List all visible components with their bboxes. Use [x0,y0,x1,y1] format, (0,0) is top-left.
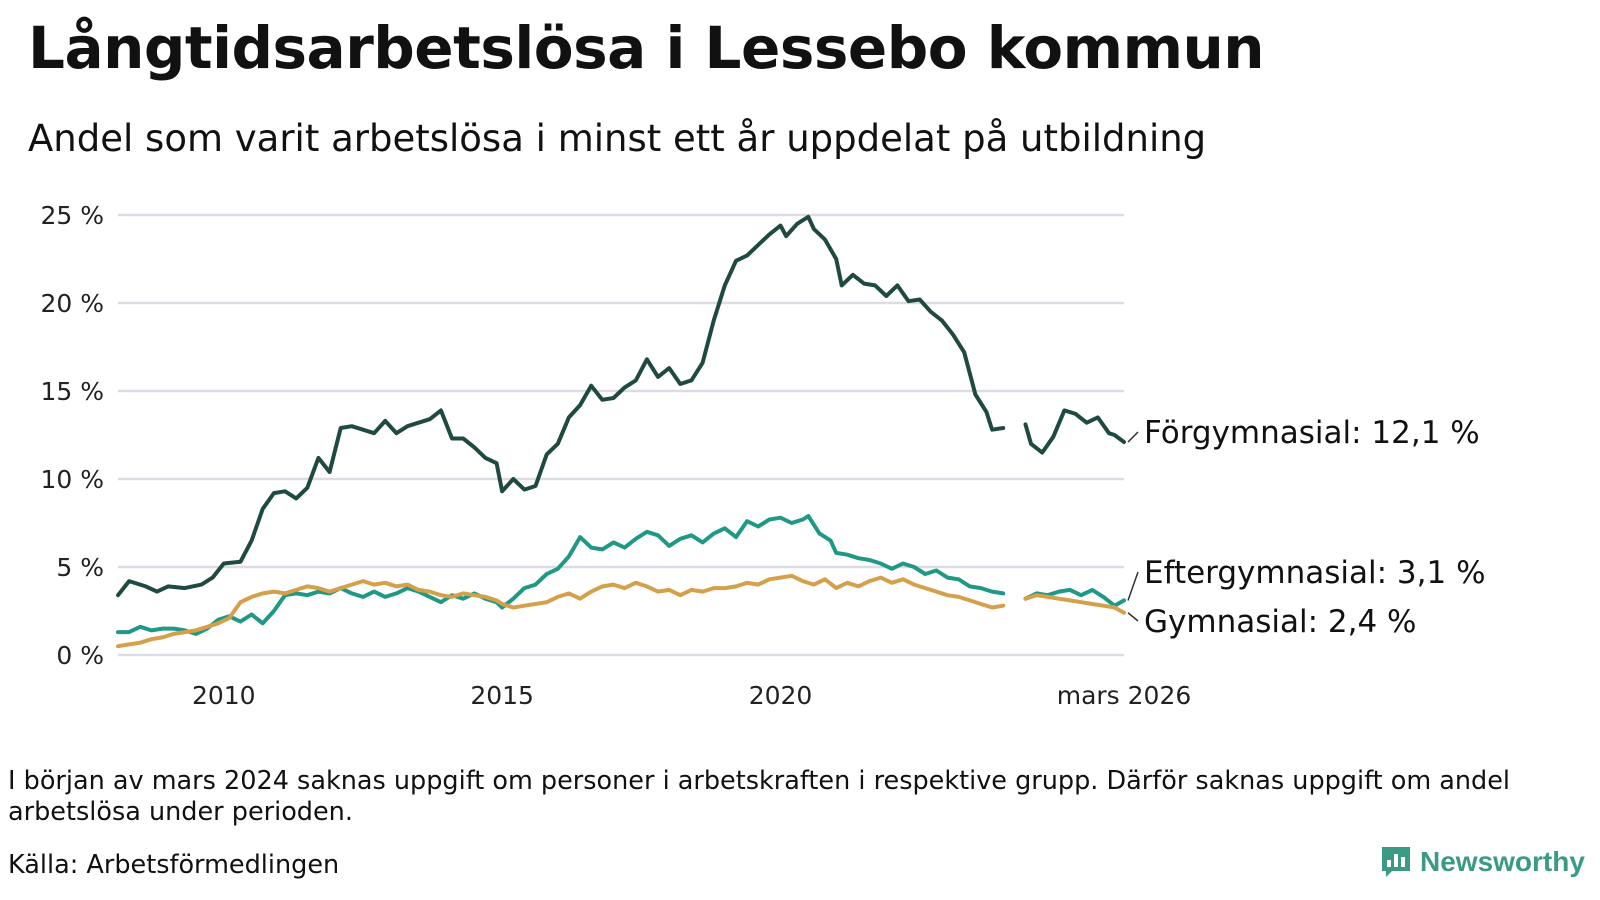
series-line-gymnasial-2 [1023,593,1126,615]
page-title: Långtidsarbetslösa i Lessebo kommun [28,14,1265,82]
series-line-eftergymnasial-2 [1023,587,1126,608]
x-tick-label: 2010 [192,681,256,710]
brand-name: Newsworthy [1420,846,1585,877]
source-text: Källa: Arbetsförmedlingen [8,850,340,880]
y-tick-label: 10 % [40,465,104,494]
y-tick-label: 15 % [40,377,104,406]
x-tick-label: 2015 [470,681,534,710]
x-axis-tick-labels: 2010 2015 2020 mars 2026 [192,681,1191,710]
y-axis-tick-labels: 0 % 5 % 10 % 15 % 20 % 25 % [40,201,104,670]
series-label-gymnasial: Gymnasial: 2,4 % [1144,604,1417,640]
gridlines [118,213,1124,657]
series-label-eftergymnasial: Eftergymnasial: 3,1 % [1144,555,1486,591]
label-leader-line [1127,571,1139,601]
x-tick-label: mars 2026 [1057,681,1192,710]
series-end-labels: Förgymnasial: 12,1 % Eftergymnasial: 3,1 … [1127,415,1486,640]
line-chart: 0 % 5 % 10 % 15 % 20 % 25 % 2010 2015 2020 mars … [40,201,1486,710]
series-line-eftergymnasial-1 [116,514,1006,636]
y-tick-label: 20 % [40,289,104,318]
label-leader-line [1127,612,1139,622]
series-line-gymnasial-1 [116,573,1006,649]
y-tick-label: 0 % [56,641,104,670]
y-tick-label: 5 % [56,553,104,582]
label-leader-line [1127,431,1139,443]
newsworthy-logo-icon [1382,847,1410,877]
brand-logo[interactable]: Newsworthy [1380,845,1585,879]
series-label-förgymnasial: Förgymnasial: 12,1 % [1144,415,1480,451]
series-line-förgymnasial-2 [1023,408,1126,455]
y-tick-label: 25 % [40,201,104,230]
series-line-förgymnasial-1 [116,214,1006,598]
page-subtitle: Andel som varit arbetslösa i minst ett å… [28,117,1207,160]
x-tick-label: 2020 [749,681,813,710]
series-lines [116,214,1126,649]
footnote: I början av mars 2024 saknas uppgift om … [8,766,1511,827]
